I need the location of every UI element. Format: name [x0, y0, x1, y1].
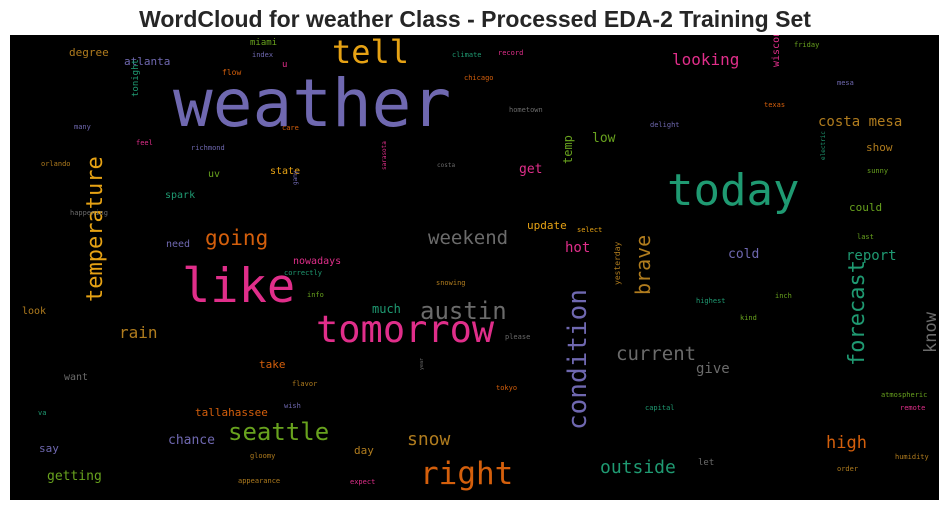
word-hometown: hometown: [509, 106, 543, 114]
word-texas: texas: [764, 101, 786, 109]
word-flow: flow: [222, 68, 242, 77]
word-climate: climate: [452, 51, 482, 59]
word-going: going: [205, 226, 269, 250]
word-rain: rain: [119, 323, 158, 342]
word-looking: looking: [672, 50, 740, 69]
word-yesterday: yesterday: [613, 241, 622, 285]
word-need: need: [166, 239, 191, 250]
word-happening: happening: [70, 209, 108, 217]
word-wish: wish: [284, 402, 301, 410]
word-get: get: [519, 162, 543, 177]
word-chicago: chicago: [464, 74, 494, 82]
word-care: care: [282, 124, 299, 132]
word-sunny: sunny: [867, 167, 889, 175]
word-brave: brave: [631, 234, 655, 295]
word-va: va: [38, 409, 47, 417]
word-temp: temp: [561, 135, 575, 164]
word-weekend: weekend: [428, 227, 509, 249]
word-could: could: [849, 201, 883, 214]
word-select: select: [577, 226, 603, 234]
word-nowadays: nowadays: [293, 256, 342, 267]
word-outside: outside: [600, 457, 676, 478]
word-kind: kind: [740, 314, 757, 322]
word-right: right: [420, 456, 514, 492]
word-miami: miami: [250, 38, 278, 48]
word-atlanta: atlanta: [124, 55, 171, 68]
word-record: record: [498, 49, 524, 57]
word-temperature: temperature: [83, 156, 108, 302]
word-show: show: [866, 141, 893, 154]
word-degree: degree: [69, 46, 109, 59]
word-sarasota: sarasota: [381, 141, 388, 170]
word-take: take: [259, 358, 286, 371]
word-orlando: orlando: [41, 160, 71, 168]
word-flavor: flavor: [292, 380, 318, 388]
word-electric: electric: [820, 131, 827, 160]
word-condition: condition: [563, 289, 593, 430]
word-like: like: [182, 259, 296, 314]
word-tell: tell: [332, 35, 410, 71]
word-friday: friday: [794, 41, 820, 49]
word-give: give: [696, 361, 730, 377]
word-delight: delight: [650, 121, 680, 129]
word-say: say: [39, 442, 59, 455]
word-update: update: [527, 219, 567, 232]
word-current: current: [616, 343, 697, 365]
word-highest: highest: [696, 297, 726, 305]
word-weather: weather: [173, 65, 452, 142]
word-low: low: [592, 131, 616, 146]
word-please: please: [505, 333, 531, 341]
word-let: let: [698, 458, 715, 468]
word-austin: austin: [420, 297, 507, 325]
word-order: order: [837, 465, 859, 473]
word-gamy: gamy: [292, 170, 299, 185]
word-inch: inch: [775, 292, 792, 300]
word-tonight: tonight: [131, 59, 141, 97]
word-remote: remote: [900, 404, 926, 412]
word-costa-mesa: costa mesa: [818, 114, 903, 130]
word-mesa: mesa: [837, 79, 854, 87]
word-feel: feel: [136, 139, 153, 147]
word-u: u: [282, 60, 288, 70]
word-uv: uv: [208, 169, 221, 180]
word-cloud: weather today like tomorrow tell right conditi…: [10, 35, 939, 500]
word-day: day: [354, 444, 374, 457]
word-info: info: [307, 291, 324, 299]
word-atmospheric: atmospheric: [881, 391, 928, 399]
word-seattle: seattle: [228, 418, 330, 446]
word-appearance: appearance: [238, 477, 281, 485]
word-report: report: [846, 248, 897, 264]
word-richmond: richmond: [191, 144, 225, 152]
word-year: year: [419, 357, 425, 370]
word-snow: snow: [407, 429, 451, 450]
word-chance: chance: [168, 433, 215, 448]
word-gloomy: gloomy: [250, 452, 276, 460]
word-spark: spark: [165, 190, 196, 201]
word-getting: getting: [47, 469, 102, 484]
word-cold: cold: [728, 247, 760, 262]
word-costa: costa: [437, 162, 456, 169]
word-many: many: [74, 123, 91, 131]
word-snowing: snowing: [436, 279, 466, 287]
word-capital: capital: [645, 404, 675, 412]
word-last: last: [857, 233, 874, 241]
word-forecast: forecast: [845, 260, 870, 366]
word-look: look: [22, 306, 47, 317]
word-much: much: [372, 302, 401, 316]
word-know: know: [921, 312, 939, 353]
word-want: want: [64, 372, 89, 383]
word-today: today: [667, 165, 800, 216]
word-tomorrow: tomorrow: [316, 308, 495, 351]
word-expect: expect: [350, 478, 376, 486]
word-correctly: correctly: [284, 269, 322, 277]
word-wisconsin: wisconsin: [771, 35, 782, 67]
word-humidity: humidity: [895, 453, 929, 461]
word-state: state: [270, 166, 301, 177]
word-tokyo: tokyo: [496, 384, 518, 392]
word-high: high: [826, 433, 867, 453]
word-hot: hot: [565, 240, 591, 256]
word-tallahassee: tallahassee: [195, 406, 268, 419]
chart-title: WordCloud for weather Class - Processed …: [139, 6, 811, 32]
word-index: index: [252, 51, 274, 59]
